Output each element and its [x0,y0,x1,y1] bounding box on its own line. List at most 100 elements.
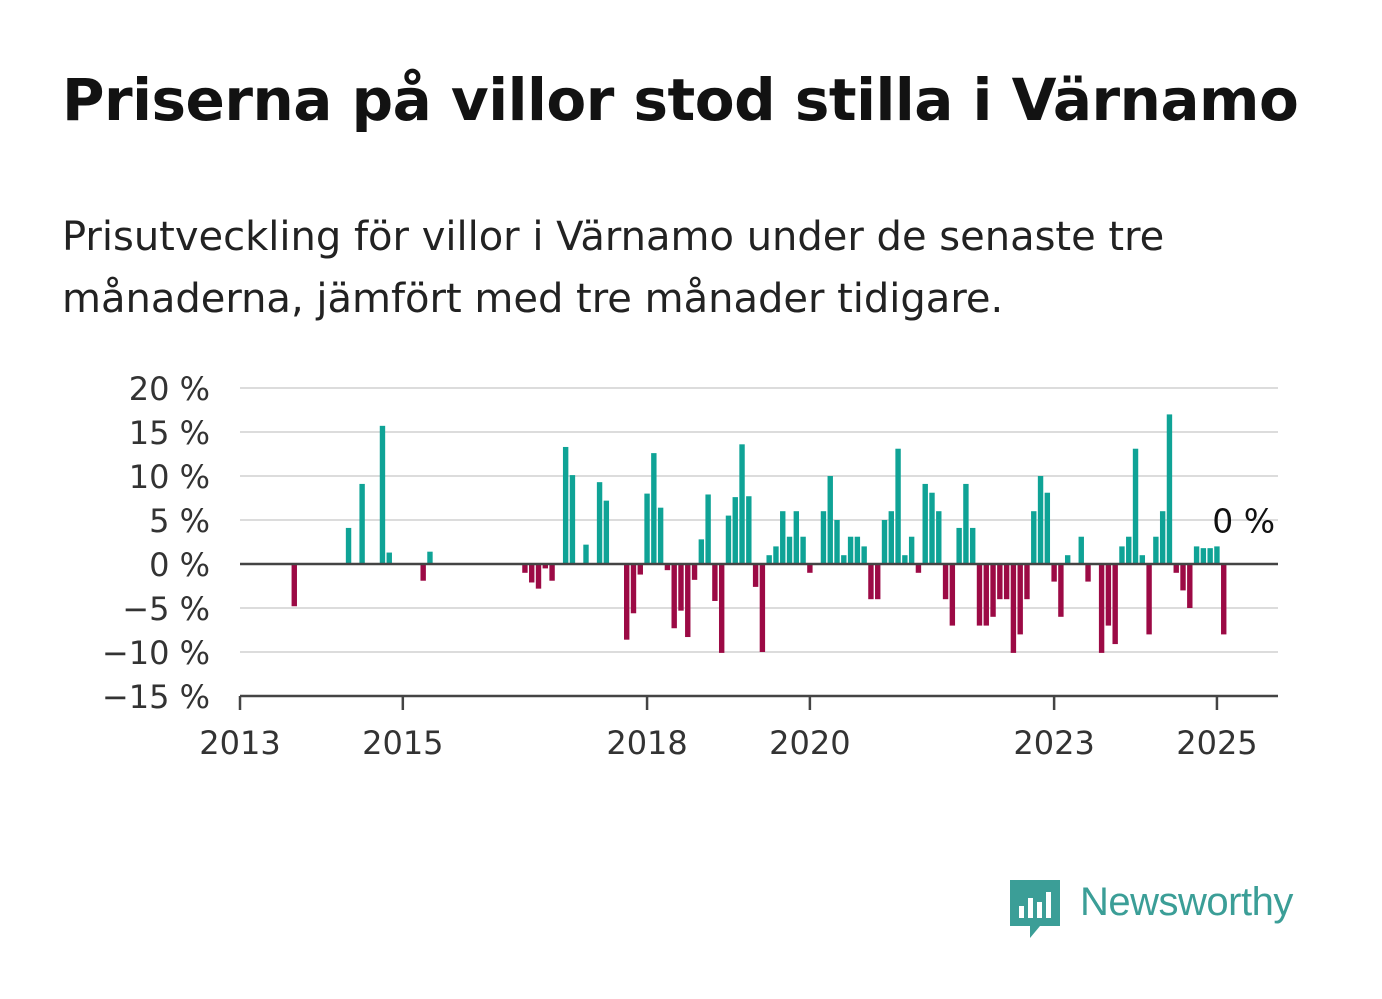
bar [915,564,922,573]
bar [535,564,542,589]
bar [1078,536,1084,564]
bar [725,515,732,564]
bar [834,520,840,564]
bar [1146,564,1152,635]
x-tick-label: 2013 [199,724,280,762]
bar [820,511,827,564]
bar [657,507,664,564]
bar [1132,448,1139,564]
bar [529,564,535,583]
bar [1003,564,1010,600]
bar [888,511,894,564]
bar [739,444,745,564]
brand-name: Newsworthy [1080,880,1293,924]
bar [1139,555,1146,564]
bar [705,494,711,564]
bar [1126,536,1132,564]
bar [522,564,528,573]
bar [773,546,779,564]
bars [291,414,1227,653]
bar [1200,548,1207,564]
bar [549,564,555,581]
bar [569,475,576,564]
y-tick-label: −5 % [122,590,210,628]
x-tick-label: 2015 [362,724,443,762]
bar [976,564,983,626]
bar [759,564,766,652]
bar [1105,564,1112,626]
bar [562,446,569,564]
bar [1024,564,1030,600]
bar [1193,546,1200,564]
chart-title: Priserna på villor stod stilla i Värnamo [62,66,1299,134]
latest-value-annotation: 0 % [1212,501,1275,540]
bar [1187,564,1193,608]
y-tick-label: 10 % [129,458,210,496]
bar [746,496,752,564]
bar [671,564,677,629]
bar [1112,564,1118,645]
bar [379,425,386,564]
bar [651,453,657,564]
bar [603,500,610,564]
y-tick-label: 5 % [149,502,210,540]
bar [854,536,861,564]
newsworthy-bar-chart-icon [1010,880,1060,938]
bar [1064,555,1071,564]
bar [1221,564,1227,635]
bar [963,483,969,564]
bar [970,527,976,564]
bar [596,482,603,564]
bar [685,564,691,638]
bar [936,511,942,564]
chart-subtitle: Prisutveckling för villor i Värnamo unde… [62,214,1165,322]
bar [949,564,956,626]
bar [1159,511,1166,564]
y-tick-label: 20 % [129,370,210,408]
bar [1044,492,1051,564]
x-tick-label: 2020 [769,724,850,762]
y-tick-label: 0 % [149,546,210,584]
bar [637,564,643,575]
bar [664,564,671,571]
bar [827,476,833,564]
bar [956,527,962,564]
bar [1098,564,1105,653]
bar [1031,511,1037,564]
bar [644,493,650,564]
bar [902,555,908,564]
bar [1017,564,1023,635]
bar [1153,536,1159,564]
bar [624,564,630,640]
bar [1166,414,1173,564]
bar-chart: 20 %15 %10 %5 %0 %−5 %−10 %−15 % 2013 201… [102,370,1278,762]
bar [786,536,793,564]
axes [240,562,1278,698]
bar [698,539,705,564]
y-axis-labels: 20 % 15 % 10 % 5 % 0 % −5 % −10 % −15 % [102,370,210,716]
bar [793,511,800,564]
bar [1214,546,1220,564]
bar [881,520,888,564]
bar [847,536,854,564]
bar [678,564,684,611]
bar [766,555,772,564]
bar [1180,564,1186,591]
y-tick-label: −15 % [102,678,210,716]
bar [427,551,433,564]
bar [922,483,928,564]
x-axis-labels: 2013 2015 2018 2020 2023 2025 [199,696,1258,762]
bar [868,564,874,600]
bar [630,564,637,614]
bar [997,564,1003,600]
bar [841,555,847,564]
bar [712,564,718,601]
bar [1037,476,1044,564]
bar [861,546,867,564]
bar [983,564,989,626]
bar [291,564,297,607]
bar [875,564,881,600]
bar [780,511,786,564]
x-tick-label: 2023 [1013,724,1094,762]
bar [1173,564,1179,573]
